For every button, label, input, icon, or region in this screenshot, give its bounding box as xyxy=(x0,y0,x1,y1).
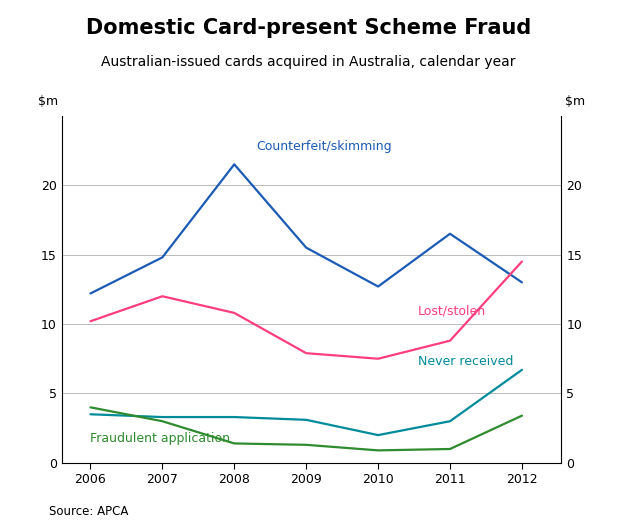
Text: Domestic Card-present Scheme Fraud: Domestic Card-present Scheme Fraud xyxy=(86,18,531,38)
Text: $m: $m xyxy=(565,95,585,108)
Text: $m: $m xyxy=(38,95,59,108)
Text: Source: APCA: Source: APCA xyxy=(49,505,129,518)
Text: Lost/stolen: Lost/stolen xyxy=(418,304,486,317)
Text: Counterfeit/skimming: Counterfeit/skimming xyxy=(256,140,391,153)
Text: Australian-issued cards acquired in Australia, calendar year: Australian-issued cards acquired in Aust… xyxy=(101,55,516,69)
Text: Never received: Never received xyxy=(418,356,513,368)
Text: Fraudulent application: Fraudulent application xyxy=(91,432,231,445)
